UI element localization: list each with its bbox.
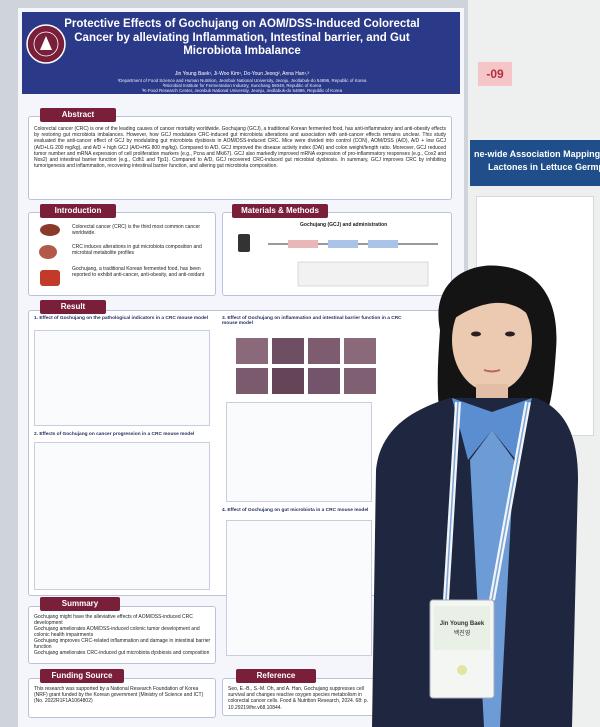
section-heading: Introduction — [40, 204, 116, 218]
methods-subtitle: Gochujang (GCJ) and administration — [300, 222, 388, 228]
poster-title: Protective Effects of Gochujang on AOM/D… — [64, 18, 420, 57]
affiliation: ³K-Food Research Center, Jeonbuk Nationa… — [141, 88, 343, 93]
figure-panel — [34, 330, 210, 426]
summary-item: Gochujang might have the alleviative eff… — [34, 614, 193, 627]
intro-item: Gochujang, a traditional Korean fermente… — [72, 266, 205, 279]
section-heading: Funding Source — [40, 669, 124, 683]
intro-item: CRC induces alterations in gut microbiot… — [72, 244, 202, 257]
abstract-text: Colorectal cancer (CRC) is one of the le… — [34, 126, 446, 170]
summary-item: Gochujang ameliorates AOM/DSS-induced co… — [34, 626, 200, 639]
funding-text: This research was supported by a Nationa… — [34, 686, 204, 705]
section-heading: Materials & Methods — [232, 204, 328, 218]
title-line: ne-wide Association Mapping of Bit — [474, 149, 600, 159]
summary-item: Gochujang ameliorates CRC-induced gut mi… — [34, 650, 210, 656]
title-line: Lactones in Lettuce Germpl — [488, 162, 600, 172]
reference-text: Seo, E.-B., S.-M. Oh, and A. Han, Gochuj… — [228, 686, 369, 711]
abstract-box — [28, 116, 452, 200]
authors: Jin Young Baek¹, Ji-Woo Kim¹, Do-Youn Je… — [174, 71, 310, 77]
badge-name-korean: 백진영 — [454, 629, 471, 637]
intro-item: Colorectal cancer (CRC) is the third mos… — [72, 224, 201, 237]
figure-panel — [226, 520, 372, 656]
figure-panel — [226, 402, 372, 502]
affiliation: ¹Department of Food Science and Human Nu… — [117, 78, 367, 83]
badge-name: Jin Young Baek — [440, 621, 485, 627]
section-heading: Summary — [40, 597, 120, 611]
affiliation: ²Microbial Institute for Fermentation In… — [162, 83, 322, 88]
panel-title: 4. Effect of Gochujang on gut microbiota… — [222, 508, 369, 513]
timeline-diagram — [238, 234, 438, 287]
section-heading: Result — [40, 300, 106, 314]
funding-box — [28, 678, 216, 718]
section-heading: Abstract — [40, 108, 116, 122]
panel-title: 1. Effect of Gochujang on the pathologic… — [34, 316, 209, 321]
neighbor-title: ne-wide Association Mapping of Bit Lacto… — [470, 140, 600, 186]
university-logo — [26, 24, 66, 64]
histology-images — [236, 338, 376, 394]
section-heading: Reference — [236, 669, 316, 683]
name-badge: Jin Young Baek 백진영 — [440, 621, 485, 637]
intro-icons — [39, 224, 60, 286]
summary-box — [28, 606, 216, 664]
panel-title: 2. Effects of Gochujang on cancer progre… — [34, 432, 195, 437]
poster-header — [22, 12, 460, 94]
panel-title: 3. Effect of Gochujang on inflammation a… — [222, 316, 402, 326]
summary-item: Gochujang improves CRC-related inflammat… — [34, 638, 211, 651]
figure-panel — [34, 442, 210, 590]
poster-number: -09 — [478, 62, 512, 86]
